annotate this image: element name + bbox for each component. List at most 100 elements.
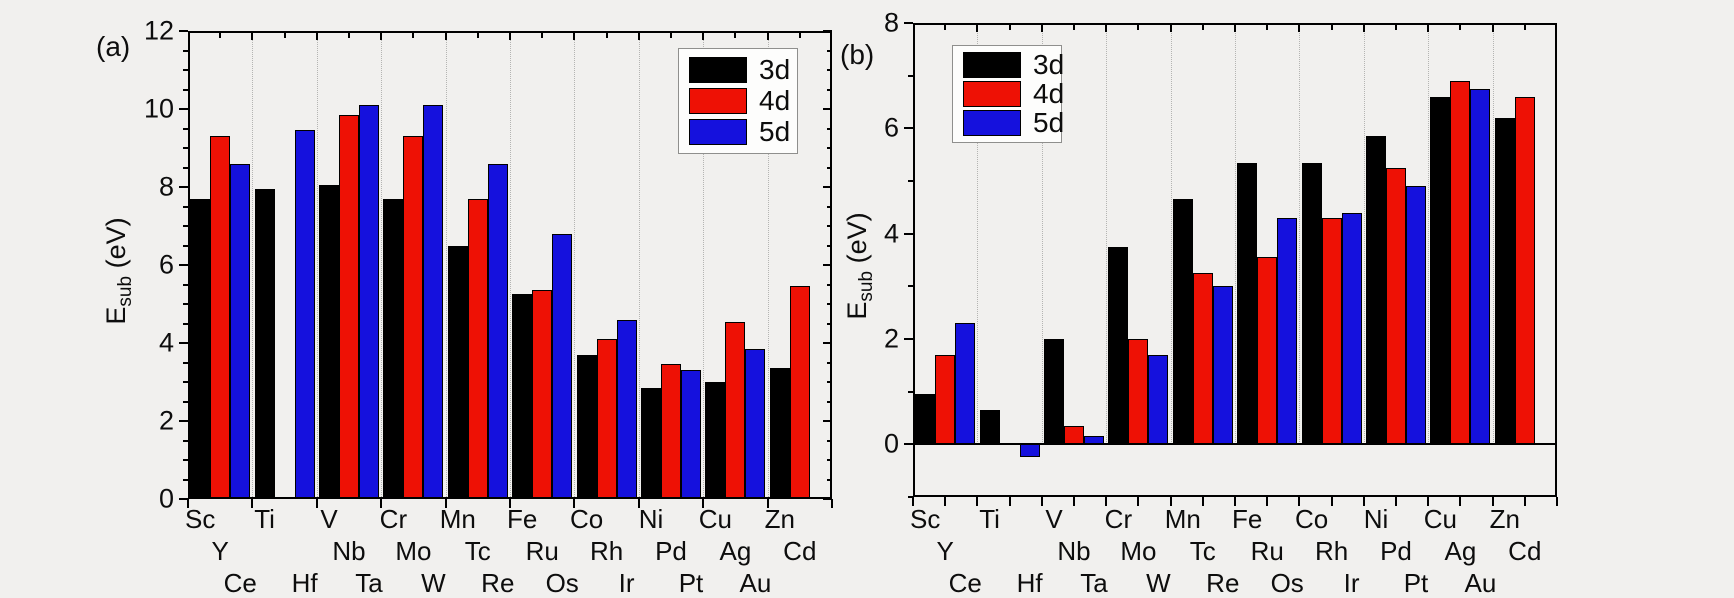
y-major-tick-right bbox=[823, 30, 832, 32]
x-top-tick bbox=[1234, 25, 1236, 32]
x-top-tick bbox=[1169, 25, 1172, 32]
element-label-pt: Pt bbox=[1403, 568, 1429, 598]
element-label-pd: Pd bbox=[1380, 536, 1412, 566]
x-top-tick bbox=[1427, 25, 1430, 32]
element-label-au: Au bbox=[739, 568, 772, 598]
element-label-cd: Cd bbox=[1508, 536, 1542, 566]
legend-item-3d: 3d bbox=[963, 51, 1064, 79]
x-top-tick-minor bbox=[1073, 25, 1075, 30]
y-minor-tick-right bbox=[827, 244, 832, 247]
element-label-ru: Ru bbox=[1250, 536, 1284, 566]
element-label-mo: Mo bbox=[395, 536, 432, 566]
y-tick-label: 8 bbox=[883, 7, 899, 38]
element-label-cr: Cr bbox=[1104, 504, 1133, 534]
legend-item-4d: 4d bbox=[689, 87, 790, 115]
grid-line bbox=[381, 33, 383, 497]
x-top-tick-minor bbox=[476, 33, 479, 38]
legend-item-5d: 5d bbox=[689, 116, 791, 147]
x-bottom-tick bbox=[766, 499, 769, 508]
element-label-ti: Ti bbox=[979, 504, 1000, 534]
element-label-rh: Rh bbox=[1314, 536, 1349, 566]
x-bottom-tick bbox=[444, 499, 447, 508]
x-bottom-tick bbox=[315, 499, 318, 508]
element-label-ni: Ni bbox=[638, 504, 664, 534]
x-top-tick bbox=[1298, 25, 1301, 32]
x-bottom-tick bbox=[1556, 497, 1558, 506]
x-top-tick-minor bbox=[541, 33, 544, 38]
y-title-symbol: E bbox=[841, 301, 872, 320]
element-label-os: Os bbox=[545, 568, 579, 598]
y-major-tick-right bbox=[823, 186, 832, 188]
legend: 3d 4d 5d bbox=[952, 45, 1064, 143]
legend-label-3d: 3d bbox=[1033, 49, 1065, 80]
y-minor-tick bbox=[183, 166, 188, 169]
y-minor-tick bbox=[183, 127, 188, 130]
y-major-tick bbox=[904, 127, 913, 130]
x-bottom-tick bbox=[187, 499, 189, 508]
y-tick-label: 2 bbox=[883, 323, 899, 354]
x-bottom-tick bbox=[1169, 497, 1172, 506]
x-bottom-tick bbox=[509, 499, 511, 508]
x-bottom-tick-minor bbox=[1266, 497, 1269, 506]
element-label-tc: Tc bbox=[464, 536, 491, 566]
legend-label-5d: 5d bbox=[759, 116, 791, 147]
x-bottom-tick bbox=[1491, 497, 1494, 506]
x-top-tick-minor bbox=[734, 33, 737, 38]
x-top-tick-minor bbox=[1008, 25, 1011, 30]
element-label-ag: Ag bbox=[1444, 536, 1477, 566]
element-label-mo: Mo bbox=[1120, 536, 1157, 566]
y-minor-tick-right bbox=[827, 49, 832, 52]
x-top-tick-minor bbox=[1330, 25, 1333, 30]
element-label-y: Y bbox=[211, 536, 229, 566]
x-top-tick bbox=[766, 33, 769, 40]
y-minor-tick bbox=[183, 303, 188, 305]
x-bottom-tick-minor bbox=[1137, 497, 1140, 506]
element-label-ce: Ce bbox=[948, 568, 982, 598]
element-label-mn: Mn bbox=[1164, 504, 1201, 534]
grid-line bbox=[510, 33, 511, 497]
legend-item-3d: 3d bbox=[689, 56, 790, 84]
y-minor-tick bbox=[183, 205, 188, 208]
element-label-y: Y bbox=[936, 536, 954, 566]
y-tick-label: 0 bbox=[883, 428, 899, 459]
element-label-fe: Fe bbox=[507, 504, 538, 534]
y-minor-tick bbox=[183, 147, 188, 149]
element-label-v: V bbox=[320, 504, 338, 534]
y-major-tick bbox=[179, 30, 188, 32]
y-minor-tick-right bbox=[827, 478, 832, 481]
x-top-tick-minor bbox=[412, 33, 415, 38]
x-bottom-tick bbox=[1040, 497, 1043, 506]
x-top-tick bbox=[1105, 25, 1108, 32]
y-minor-tick bbox=[183, 69, 188, 71]
x-top-tick-minor bbox=[1266, 25, 1269, 30]
x-bottom-tick bbox=[702, 499, 705, 508]
x-top-tick-minor bbox=[348, 33, 350, 38]
element-label-re: Re bbox=[481, 568, 515, 598]
x-top-tick-minor bbox=[605, 33, 608, 38]
plot-frame bbox=[913, 23, 1557, 497]
x-bottom-tick-minor bbox=[1008, 497, 1011, 506]
x-top-tick-minor bbox=[1395, 25, 1397, 30]
y-minor-tick-right bbox=[827, 205, 832, 208]
element-label-ta: Ta bbox=[1080, 568, 1108, 598]
grid-line bbox=[1428, 25, 1430, 445]
element-label-ir: Ir bbox=[1343, 568, 1360, 598]
x-top-tick bbox=[509, 33, 511, 40]
grid-line bbox=[574, 33, 576, 497]
y-minor-tick-right bbox=[827, 400, 832, 403]
x-top-tick bbox=[251, 33, 254, 40]
x-top-tick-minor bbox=[670, 33, 672, 38]
grid-line bbox=[703, 33, 705, 497]
y-minor-tick-right bbox=[827, 322, 832, 325]
y-minor-tick-right bbox=[827, 381, 832, 383]
x-top-tick bbox=[380, 33, 383, 40]
y-title-subscript: sub bbox=[856, 270, 878, 302]
y-minor-tick-right bbox=[827, 459, 832, 461]
y-minor-tick bbox=[908, 180, 913, 182]
element-label-ta: Ta bbox=[355, 568, 383, 598]
x-bottom-tick bbox=[637, 499, 640, 508]
x-top-tick bbox=[702, 33, 705, 40]
legend: 3d 4d 5d bbox=[678, 48, 798, 154]
y-tick-label: 10 bbox=[143, 93, 174, 124]
y-minor-tick-right bbox=[827, 147, 832, 149]
